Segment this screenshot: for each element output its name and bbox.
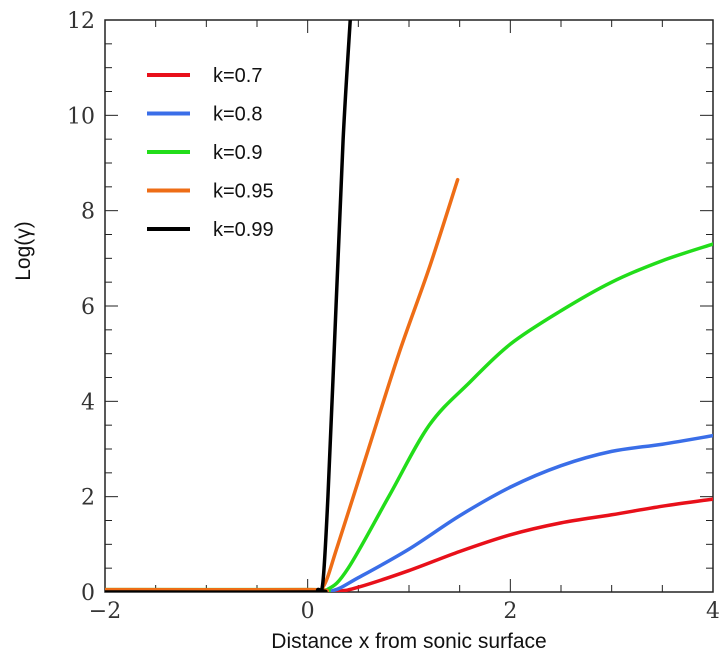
y-tick-label: 4 [81,390,95,415]
x-axis-title: Distance x from sonic surface [271,630,546,653]
legend-label: k=0.95 [213,181,274,203]
y-tick-label: 12 [67,9,95,34]
legend-label: k=0.8 [213,104,262,126]
series-line-k-0-7 [105,499,713,591]
y-tick-label: 2 [81,486,95,511]
plot-frame-group [105,20,713,592]
plot-frame [105,20,713,592]
legend-label: k=0.7 [213,65,262,87]
series-group [105,20,713,592]
x-tick-label: 2 [503,599,517,624]
y-tick-label: 6 [81,295,95,320]
y-tick-label: 10 [67,104,95,129]
series-line-k-0-9 [105,244,713,591]
y-tick-label: 0 [81,581,95,606]
x-tick-label: 0 [301,599,315,624]
legend-label: k=0.99 [213,219,274,241]
y-tick-label: 8 [81,200,95,225]
legend: k=0.7 k=0.8 k=0.9 k=0.95 k=0.99 [147,65,274,241]
legend-label: k=0.9 [213,142,262,164]
x-tick-label: 4 [706,599,720,624]
series-line-k-0-95 [105,180,458,592]
y-axis-title: Log(γ) [12,221,35,281]
